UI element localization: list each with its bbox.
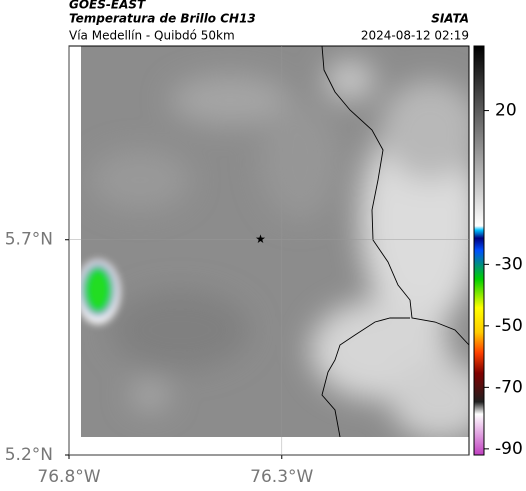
colorbar-tick-label: 20	[495, 101, 517, 121]
location-marker: ★	[255, 232, 266, 246]
source: GOES-EAST	[69, 0, 146, 12]
colorbar-tick-label: -90	[495, 439, 523, 459]
colorbar-tick-label: -50	[495, 316, 523, 336]
colorbar-tick-label: -70	[495, 377, 523, 397]
colorbar	[473, 45, 485, 456]
timestamp: 2024-08-12 02:19	[361, 29, 469, 43]
subtitle: Vía Medellín - Quibdó 50km	[69, 29, 235, 43]
satellite-image	[81, 46, 469, 437]
y-tick-label: 5.2°N	[5, 445, 53, 465]
credit: SIATA	[431, 12, 469, 26]
x-tick-label: 76.8°W	[37, 467, 100, 487]
x-tick-label: 76.3°W	[250, 467, 313, 487]
colorbar-tick-label: -30	[495, 254, 523, 274]
title: Temperatura de Brillo CH13	[69, 12, 256, 26]
y-tick-label: 5.7°N	[5, 230, 53, 250]
